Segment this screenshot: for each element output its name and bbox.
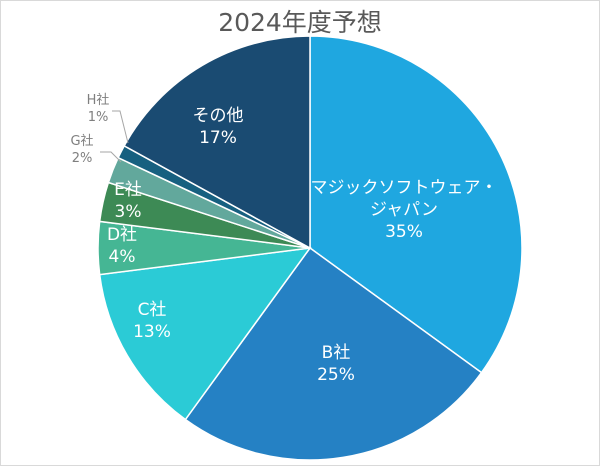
svg-text:B社: B社 [322, 343, 351, 363]
svg-text:マジックソフトウェア・: マジックソフトウェア・ [311, 178, 498, 198]
svg-text:G社: G社 [70, 133, 93, 149]
pie-slice [184, 246, 483, 461]
svg-text:ジャパン: ジャパン [370, 200, 438, 220]
svg-text:25%: 25% [317, 365, 355, 385]
svg-text:1%: 1% [88, 110, 109, 125]
data-label: H社 1% [87, 92, 110, 125]
data-label: D社4% [107, 225, 137, 267]
svg-text:3%: 3% [115, 202, 142, 222]
data-label: E社3% [114, 180, 142, 222]
svg-text:13%: 13% [133, 322, 171, 342]
svg-text:H社: H社 [87, 92, 110, 108]
pie-slice [98, 247, 312, 421]
svg-text:35%: 35% [385, 222, 423, 242]
leader-line [100, 151, 122, 163]
svg-text:2%: 2% [72, 151, 93, 166]
leader-line [112, 110, 129, 144]
svg-text:4%: 4% [109, 247, 136, 267]
svg-text:E社: E社 [114, 180, 142, 200]
svg-text:その他: その他 [193, 106, 244, 126]
svg-text:D社: D社 [107, 225, 137, 245]
svg-text:C社: C社 [138, 300, 167, 320]
svg-text:17%: 17% [199, 128, 237, 148]
pie-slice [309, 35, 523, 374]
chart-title: 2024年度予想 [218, 8, 382, 37]
data-label: G社 2% [70, 133, 93, 166]
pie-slice [123, 35, 311, 250]
